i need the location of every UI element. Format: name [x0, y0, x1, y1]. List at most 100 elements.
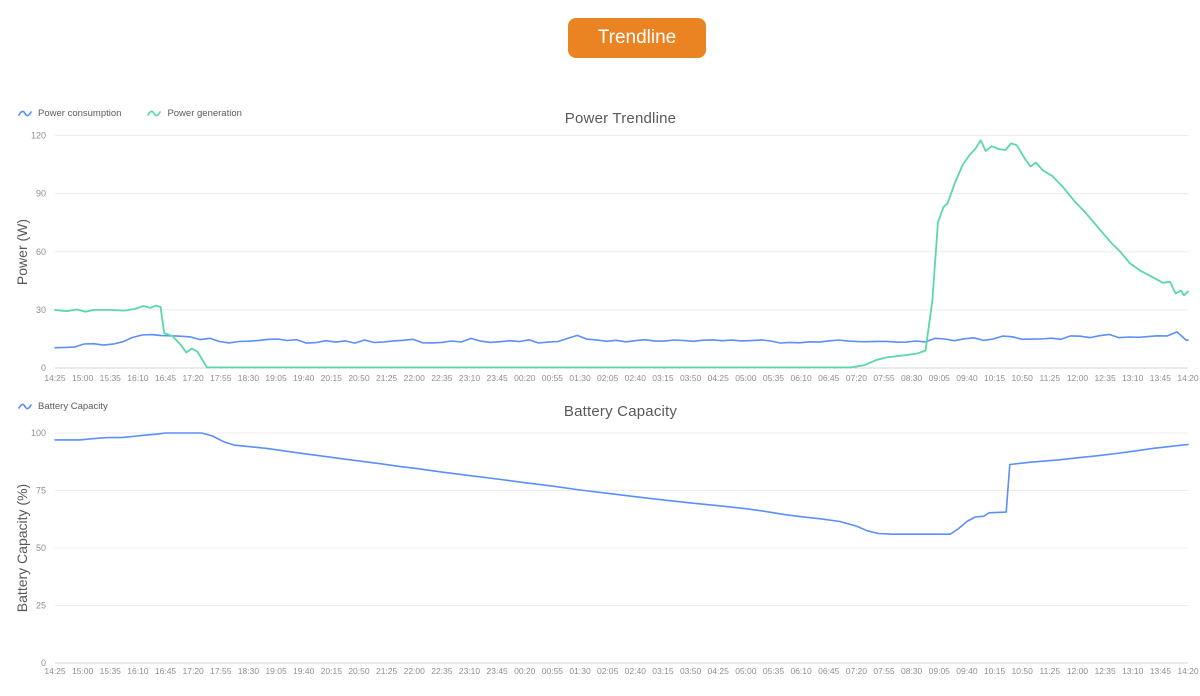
- x-tick-label: 09:05: [929, 373, 951, 383]
- x-tick-label: 14:25: [44, 666, 66, 676]
- x-tick-label: 14:20: [1177, 373, 1199, 383]
- y-tick-label: 30: [36, 305, 46, 315]
- x-tick-label: 05:00: [735, 373, 757, 383]
- legend-label: Battery Capacity: [38, 401, 108, 412]
- x-tick-label: 03:15: [652, 666, 674, 676]
- battery-chart-title: Battery Capacity: [563, 403, 678, 420]
- battery-y-axis-title: Battery Capacity (%): [14, 483, 30, 613]
- x-tick-label: 20:50: [348, 373, 370, 383]
- x-tick-label: 13:10: [1122, 373, 1144, 383]
- x-tick-label: 14:20: [1177, 666, 1199, 676]
- x-tick-label: 09:05: [929, 666, 951, 676]
- legend-item[interactable]: Battery Capacity: [18, 401, 108, 412]
- x-tick-label: 13:45: [1150, 373, 1172, 383]
- x-tick-label: 21:25: [376, 373, 398, 383]
- y-tick-label: 50: [36, 543, 46, 553]
- x-tick-label: 17:55: [210, 666, 232, 676]
- x-tick-label: 12:00: [1067, 373, 1089, 383]
- x-tick-label: 20:50: [348, 666, 370, 676]
- series-line-power-generation: [54, 139, 1189, 369]
- x-tick-label: 05:35: [763, 666, 785, 676]
- x-tick-label: 01:30: [569, 666, 591, 676]
- x-tick-label: 18:30: [238, 373, 260, 383]
- y-tick-label: 75: [36, 486, 46, 496]
- x-tick-label: 13:45: [1150, 666, 1172, 676]
- x-tick-label: 05:35: [763, 373, 785, 383]
- x-tick-label: 18:30: [238, 666, 260, 676]
- y-tick-label: 100: [31, 428, 46, 438]
- x-tick-label: 09:40: [956, 666, 978, 676]
- x-tick-label: 20:15: [321, 666, 343, 676]
- x-tick-label: 22:00: [404, 666, 426, 676]
- legend-label: Power generation: [167, 108, 242, 119]
- wave-icon: [18, 110, 32, 117]
- x-tick-label: 06:10: [790, 373, 812, 383]
- x-tick-label: 15:00: [72, 666, 94, 676]
- x-tick-label: 17:55: [210, 373, 232, 383]
- x-tick-label: 10:15: [984, 373, 1006, 383]
- x-tick-label: 02:40: [625, 373, 647, 383]
- x-tick-label: 10:15: [984, 666, 1006, 676]
- y-tick-label: 0: [41, 658, 46, 668]
- x-tick-label: 12:00: [1067, 666, 1089, 676]
- legend-item[interactable]: Power consumption: [18, 108, 121, 119]
- x-tick-label: 03:50: [680, 373, 702, 383]
- x-tick-label: 02:05: [597, 373, 619, 383]
- x-tick-label: 20:15: [321, 373, 343, 383]
- x-tick-label: 08:30: [901, 666, 923, 676]
- x-tick-label: 19:40: [293, 373, 315, 383]
- x-tick-label: 23:10: [459, 666, 481, 676]
- x-tick-label: 19:40: [293, 666, 315, 676]
- x-tick-label: 22:00: [404, 373, 426, 383]
- x-tick-label: 16:45: [155, 666, 177, 676]
- legend-item[interactable]: Power generation: [147, 108, 242, 119]
- x-tick-label: 05:00: [735, 666, 757, 676]
- x-tick-label: 06:45: [818, 666, 840, 676]
- x-tick-label: 07:55: [873, 373, 895, 383]
- x-tick-label: 23:10: [459, 373, 481, 383]
- x-tick-label: 10:50: [1012, 373, 1034, 383]
- x-tick-label: 01:30: [569, 373, 591, 383]
- x-tick-label: 19:05: [265, 373, 287, 383]
- power-chart-legend: Power consumption Power generation: [18, 108, 242, 119]
- x-tick-label: 00:55: [542, 666, 564, 676]
- x-tick-label: 06:45: [818, 373, 840, 383]
- x-tick-label: 00:20: [514, 666, 536, 676]
- x-tick-label: 03:50: [680, 666, 702, 676]
- wave-icon: [147, 110, 162, 117]
- y-tick-label: 25: [36, 601, 46, 611]
- x-tick-label: 11:25: [1040, 373, 1061, 383]
- x-tick-label: 03:15: [652, 373, 674, 383]
- x-tick-label: 21:25: [376, 666, 398, 676]
- x-tick-label: 16:10: [127, 666, 149, 676]
- x-tick-label: 22:35: [431, 666, 453, 676]
- x-tick-label: 09:40: [956, 373, 978, 383]
- x-tick-label: 00:20: [514, 373, 536, 383]
- x-tick-label: 17:20: [183, 373, 205, 383]
- x-tick-label: 08:30: [901, 373, 923, 383]
- x-tick-label: 23:45: [487, 666, 509, 676]
- x-tick-label: 07:55: [873, 666, 895, 676]
- x-tick-label: 02:05: [597, 666, 619, 676]
- x-tick-label: 07:20: [846, 666, 868, 676]
- x-tick-label: 22:35: [431, 373, 453, 383]
- x-tick-label: 13:10: [1122, 666, 1144, 676]
- power-y-axis-title: Power (W): [14, 218, 30, 286]
- x-tick-label: 11:25: [1040, 666, 1061, 676]
- trendline-button[interactable]: Trendline: [568, 18, 706, 58]
- y-tick-label: 0: [41, 363, 46, 373]
- y-tick-label: 120: [31, 131, 46, 141]
- x-tick-label: 15:00: [72, 373, 94, 383]
- x-tick-label: 16:10: [127, 373, 149, 383]
- x-tick-label: 10:50: [1012, 666, 1034, 676]
- x-tick-label: 23:45: [487, 373, 509, 383]
- x-tick-label: 02:40: [625, 666, 647, 676]
- x-tick-label: 15:35: [100, 666, 122, 676]
- wave-icon: [18, 403, 32, 410]
- x-tick-label: 15:35: [100, 373, 122, 383]
- x-tick-label: 07:20: [846, 373, 868, 383]
- x-tick-label: 00:55: [542, 373, 564, 383]
- x-tick-label: 17:20: [183, 666, 205, 676]
